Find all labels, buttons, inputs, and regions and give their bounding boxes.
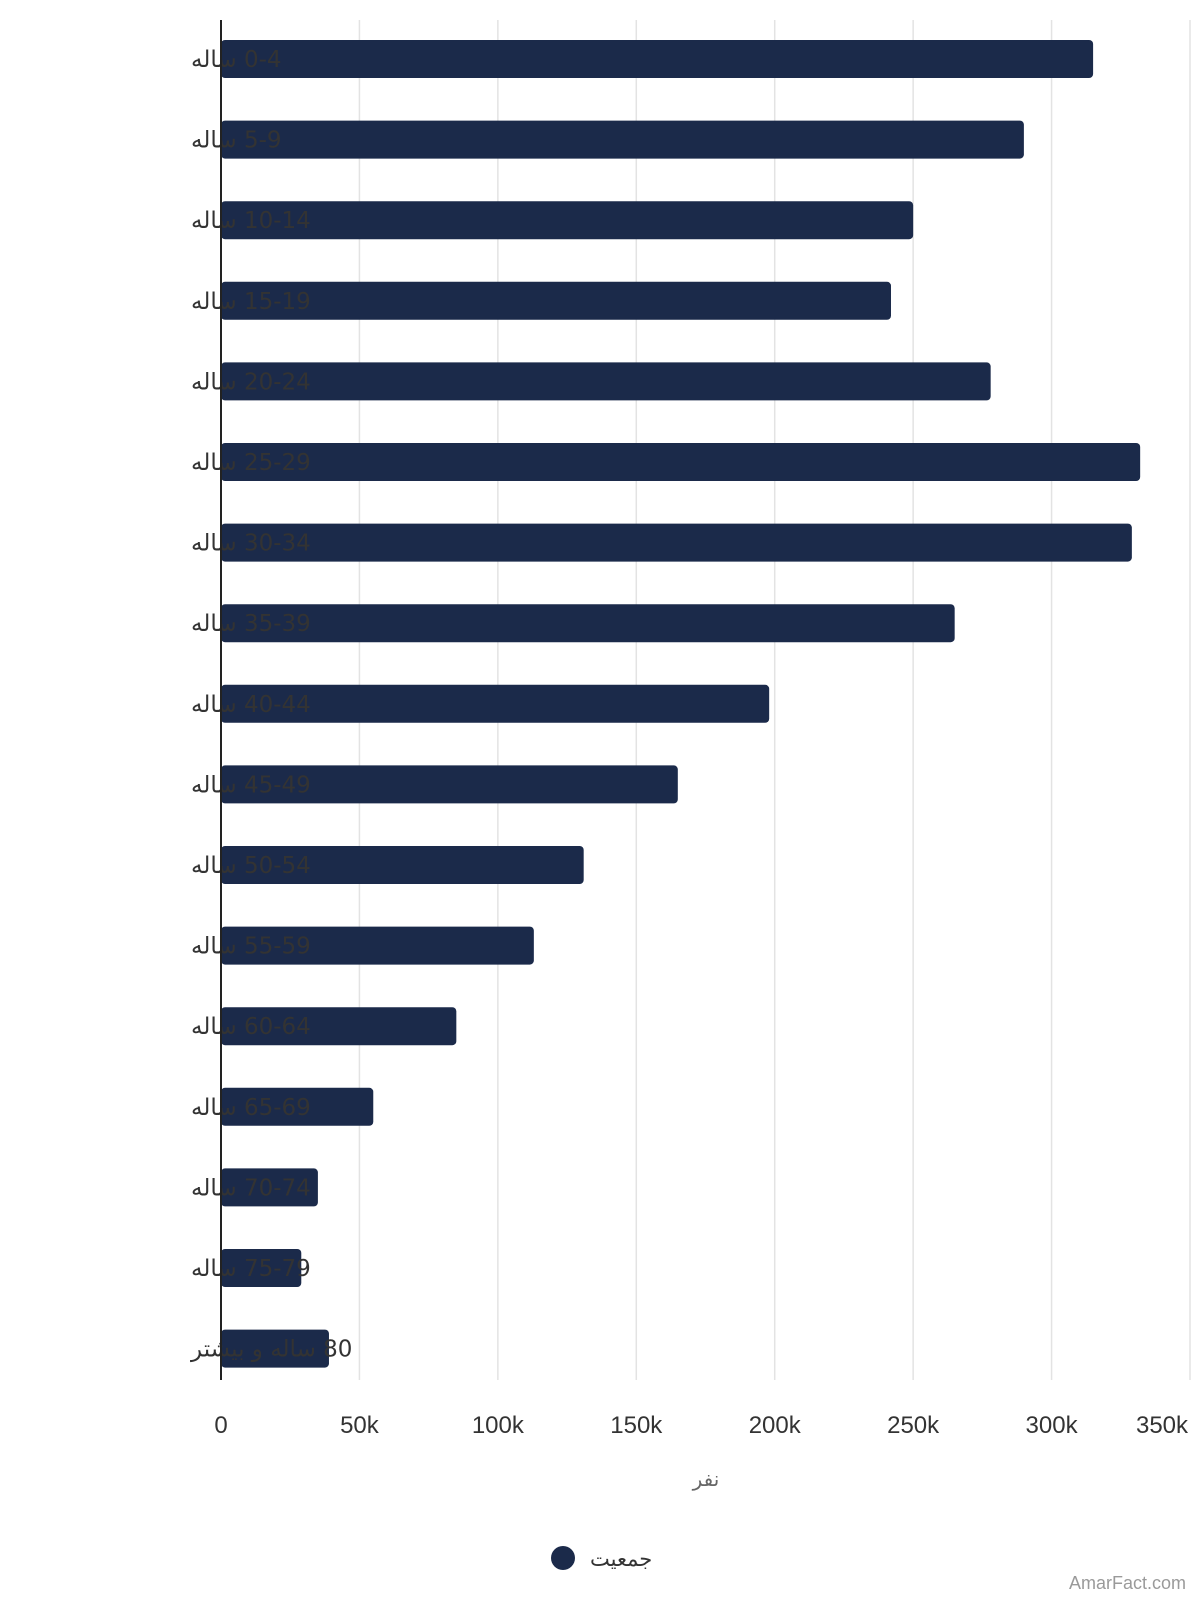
- bar-0[interactable]: [221, 40, 1094, 78]
- category-label: 25-29 ساله: [191, 450, 311, 476]
- category-label: 75-79 ساله: [191, 1256, 311, 1282]
- x-tick-label: 50k: [340, 1412, 380, 1439]
- bar-9[interactable]: [221, 765, 678, 804]
- legend-label: جمعیت: [590, 1547, 652, 1571]
- category-label: 5-9 ساله: [191, 128, 282, 154]
- bar-3[interactable]: [221, 281, 891, 320]
- category-label: 20-24 ساله: [191, 369, 311, 395]
- category-label: 65-69 ساله: [191, 1095, 311, 1121]
- x-tick-labels: 0 50k 100k 150k 200k 250k 300k 350k: [214, 1412, 1189, 1439]
- bar-14[interactable]: [221, 1168, 318, 1207]
- x-tick-label: 200k: [749, 1412, 802, 1439]
- bars: [221, 40, 1141, 1368]
- x-tick-label: 150k: [610, 1412, 663, 1439]
- legend-swatch-icon: [551, 1546, 575, 1570]
- bar-15[interactable]: [221, 1249, 302, 1287]
- x-axis-title: نفر: [692, 1467, 720, 1491]
- category-label: 60-64 ساله: [191, 1014, 311, 1040]
- category-label: 0-4 ساله: [191, 47, 282, 73]
- x-tick-label: 0: [214, 1412, 227, 1439]
- category-label: 80 ساله و بیشتر: [190, 1337, 352, 1363]
- category-label: 50-54 ساله: [191, 853, 311, 879]
- bar-13[interactable]: [221, 1087, 374, 1126]
- bar-7[interactable]: [221, 604, 955, 643]
- bar-1[interactable]: [221, 120, 1024, 159]
- legend[interactable]: جمعیت: [551, 1546, 652, 1571]
- category-label: 10-14 ساله: [191, 208, 311, 234]
- category-label: 55-59 ساله: [191, 934, 311, 960]
- bar-8[interactable]: [221, 684, 770, 723]
- category-labels: 0-4 ساله 5-9 ساله 10-14 ساله 15-19 ساله 20-2…: [190, 47, 352, 1363]
- x-tick-label: 100k: [472, 1412, 525, 1439]
- category-label: 15-19 ساله: [191, 289, 311, 315]
- x-tick-label: 250k: [887, 1412, 940, 1439]
- bar-4[interactable]: [221, 362, 991, 401]
- bar-5[interactable]: [221, 443, 1141, 481]
- category-label: 70-74 ساله: [191, 1175, 311, 1201]
- bar-12[interactable]: [221, 1007, 457, 1046]
- bar-6[interactable]: [221, 523, 1132, 562]
- x-tick-label: 300k: [1026, 1412, 1079, 1439]
- bar-11[interactable]: [221, 926, 534, 965]
- bar-10[interactable]: [221, 846, 584, 884]
- x-tick-label: 350k: [1136, 1412, 1189, 1439]
- bar-2[interactable]: [221, 201, 914, 240]
- watermark: AmarFact.com: [1068, 1573, 1186, 1593]
- category-label: 45-49 ساله: [191, 772, 311, 798]
- category-label: 40-44 ساله: [191, 692, 311, 718]
- category-label: 35-39 ساله: [191, 611, 311, 637]
- bar-16[interactable]: [221, 1329, 329, 1368]
- category-label: 30-34 ساله: [191, 531, 311, 557]
